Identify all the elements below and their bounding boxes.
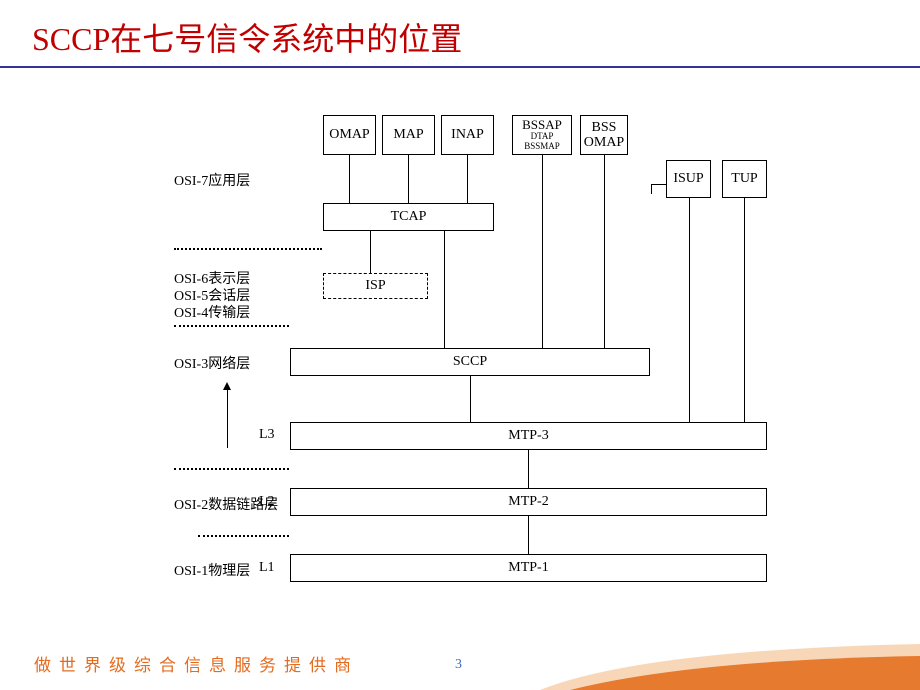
bssap-label: BSSAP bbox=[522, 118, 562, 132]
connector-tick-h bbox=[651, 184, 666, 185]
dotted-separator-4 bbox=[198, 535, 289, 537]
box-isup: ISUP bbox=[666, 160, 711, 198]
title-underline bbox=[0, 66, 920, 68]
label-l2: L2 bbox=[259, 494, 275, 510]
connector bbox=[370, 231, 371, 273]
label-l3: L3 bbox=[259, 427, 275, 443]
box-mtp1: MTP-1 bbox=[290, 554, 767, 582]
connector bbox=[744, 198, 745, 422]
label-l1: L1 bbox=[259, 560, 275, 576]
box-inap: INAP bbox=[441, 115, 494, 155]
box-tcap: TCAP bbox=[323, 203, 494, 231]
box-mtp2: MTP-2 bbox=[290, 488, 767, 516]
connector bbox=[470, 376, 471, 422]
connector bbox=[604, 155, 605, 348]
footer-swoosh bbox=[540, 642, 920, 690]
connector-tick bbox=[651, 184, 652, 194]
connector bbox=[542, 155, 543, 348]
dotted-separator-2 bbox=[174, 325, 289, 327]
page-title: SCCP在七号信令系统中的位置 bbox=[0, 0, 920, 66]
label-osi4: OSI-4传输层 bbox=[174, 302, 250, 322]
connector bbox=[444, 231, 445, 348]
slide-footer: 做世界级综合信息服务提供商 3 bbox=[0, 638, 920, 690]
box-bss-omap: BSS OMAP bbox=[580, 115, 628, 155]
connector bbox=[467, 155, 468, 203]
arrow-l3-up bbox=[227, 388, 228, 448]
box-map: MAP bbox=[382, 115, 435, 155]
dotted-separator-1 bbox=[174, 248, 322, 250]
bssmap-label: BSSMAP bbox=[524, 142, 560, 152]
box-omap: OMAP bbox=[323, 115, 376, 155]
page-number: 3 bbox=[455, 657, 462, 673]
box-sccp: SCCP bbox=[290, 348, 650, 376]
connector bbox=[349, 155, 350, 203]
box-mtp3: MTP-3 bbox=[290, 422, 767, 450]
box-isp: ISP bbox=[323, 273, 428, 299]
footer-text: 做世界级综合信息服务提供商 bbox=[34, 651, 359, 676]
connector bbox=[528, 450, 529, 488]
connector bbox=[689, 198, 690, 422]
dotted-separator-3 bbox=[174, 468, 289, 470]
connector bbox=[528, 516, 529, 554]
label-osi7: OSI-7应用层 bbox=[174, 170, 250, 190]
protocol-stack-diagram: OMAP MAP INAP BSSAP DTAP BSSMAP BSS OMAP… bbox=[0, 70, 920, 630]
box-tup: TUP bbox=[722, 160, 767, 198]
connector bbox=[408, 155, 409, 203]
box-bssap: BSSAP DTAP BSSMAP bbox=[512, 115, 572, 155]
label-osi3: OSI-3网络层 bbox=[174, 353, 250, 373]
label-osi1: OSI-1物理层 bbox=[174, 560, 250, 580]
